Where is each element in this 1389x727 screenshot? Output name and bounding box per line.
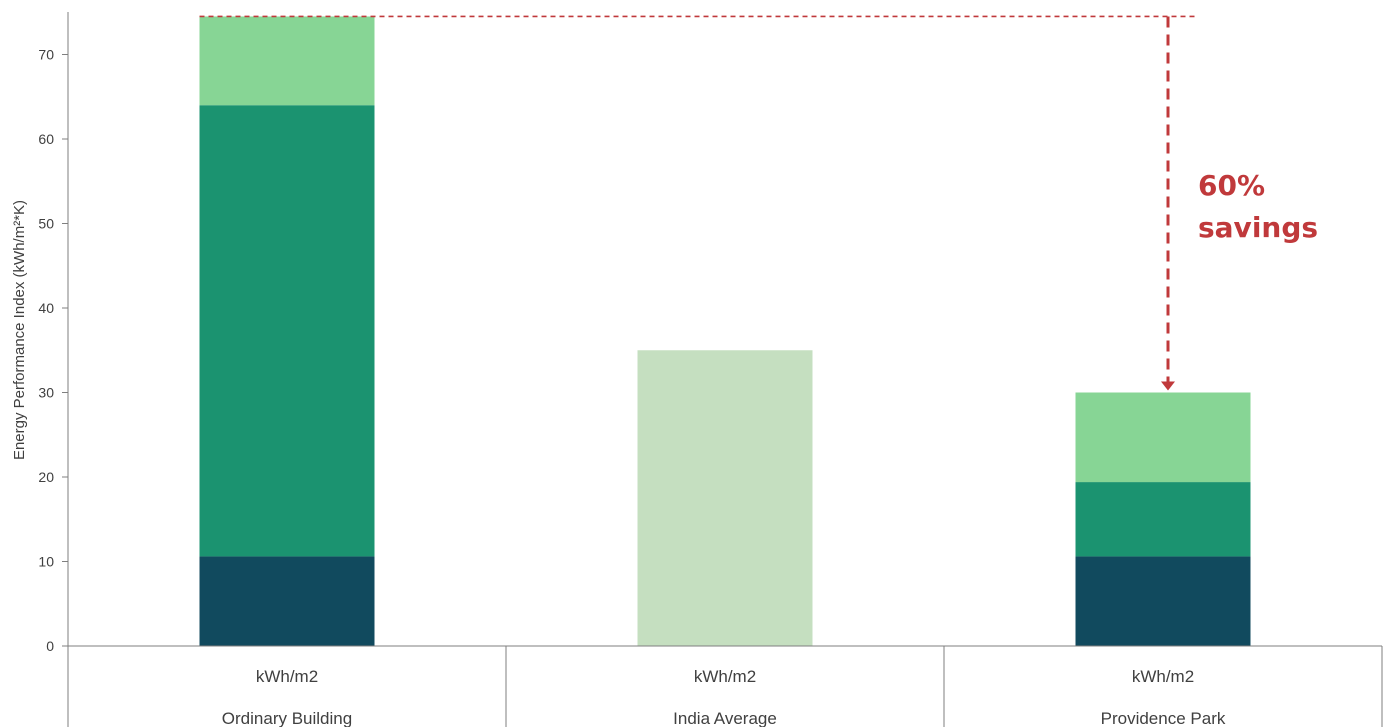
unit-label: kWh/m2	[256, 667, 318, 686]
y-tick-label: 70	[38, 47, 54, 63]
y-axis-label: Energy Performance Index (kWh/m²*K)	[11, 200, 28, 460]
savings-arrow-head	[1161, 381, 1175, 391]
annotation-group: 60% savings	[199, 15, 1318, 391]
bar-segment	[199, 105, 375, 557]
y-tick-label: 20	[38, 469, 54, 485]
axis-group: 0 10 20 30 40 50 60 70	[38, 12, 69, 654]
category-label: India Average	[673, 709, 777, 727]
y-tick-label: 60	[38, 131, 54, 147]
y-tick-label: 10	[38, 554, 54, 570]
y-tick-label: 0	[46, 638, 54, 654]
category-label: Providence Park	[1101, 709, 1226, 727]
unit-label: kWh/m2	[1132, 667, 1194, 686]
y-tick-label: 40	[38, 300, 54, 316]
bar-segment	[199, 16, 375, 106]
bar-segment	[1075, 392, 1251, 483]
category-label: Ordinary Building	[222, 709, 352, 727]
bar-segment	[199, 556, 375, 646]
category-table: kWh/m2 Ordinary Building kWh/m2 India Avera…	[62, 645, 1383, 727]
savings-annotation-text: savings	[1198, 211, 1318, 244]
bars-group	[199, 16, 1251, 646]
y-tick-label: 30	[38, 385, 54, 401]
bar-segment	[1075, 556, 1251, 646]
y-tick-label: 50	[38, 216, 54, 232]
unit-label: kWh/m2	[694, 667, 756, 686]
bar-segment	[637, 350, 813, 646]
savings-annotation-text: 60%	[1198, 169, 1265, 202]
bar-segment	[1075, 482, 1251, 557]
